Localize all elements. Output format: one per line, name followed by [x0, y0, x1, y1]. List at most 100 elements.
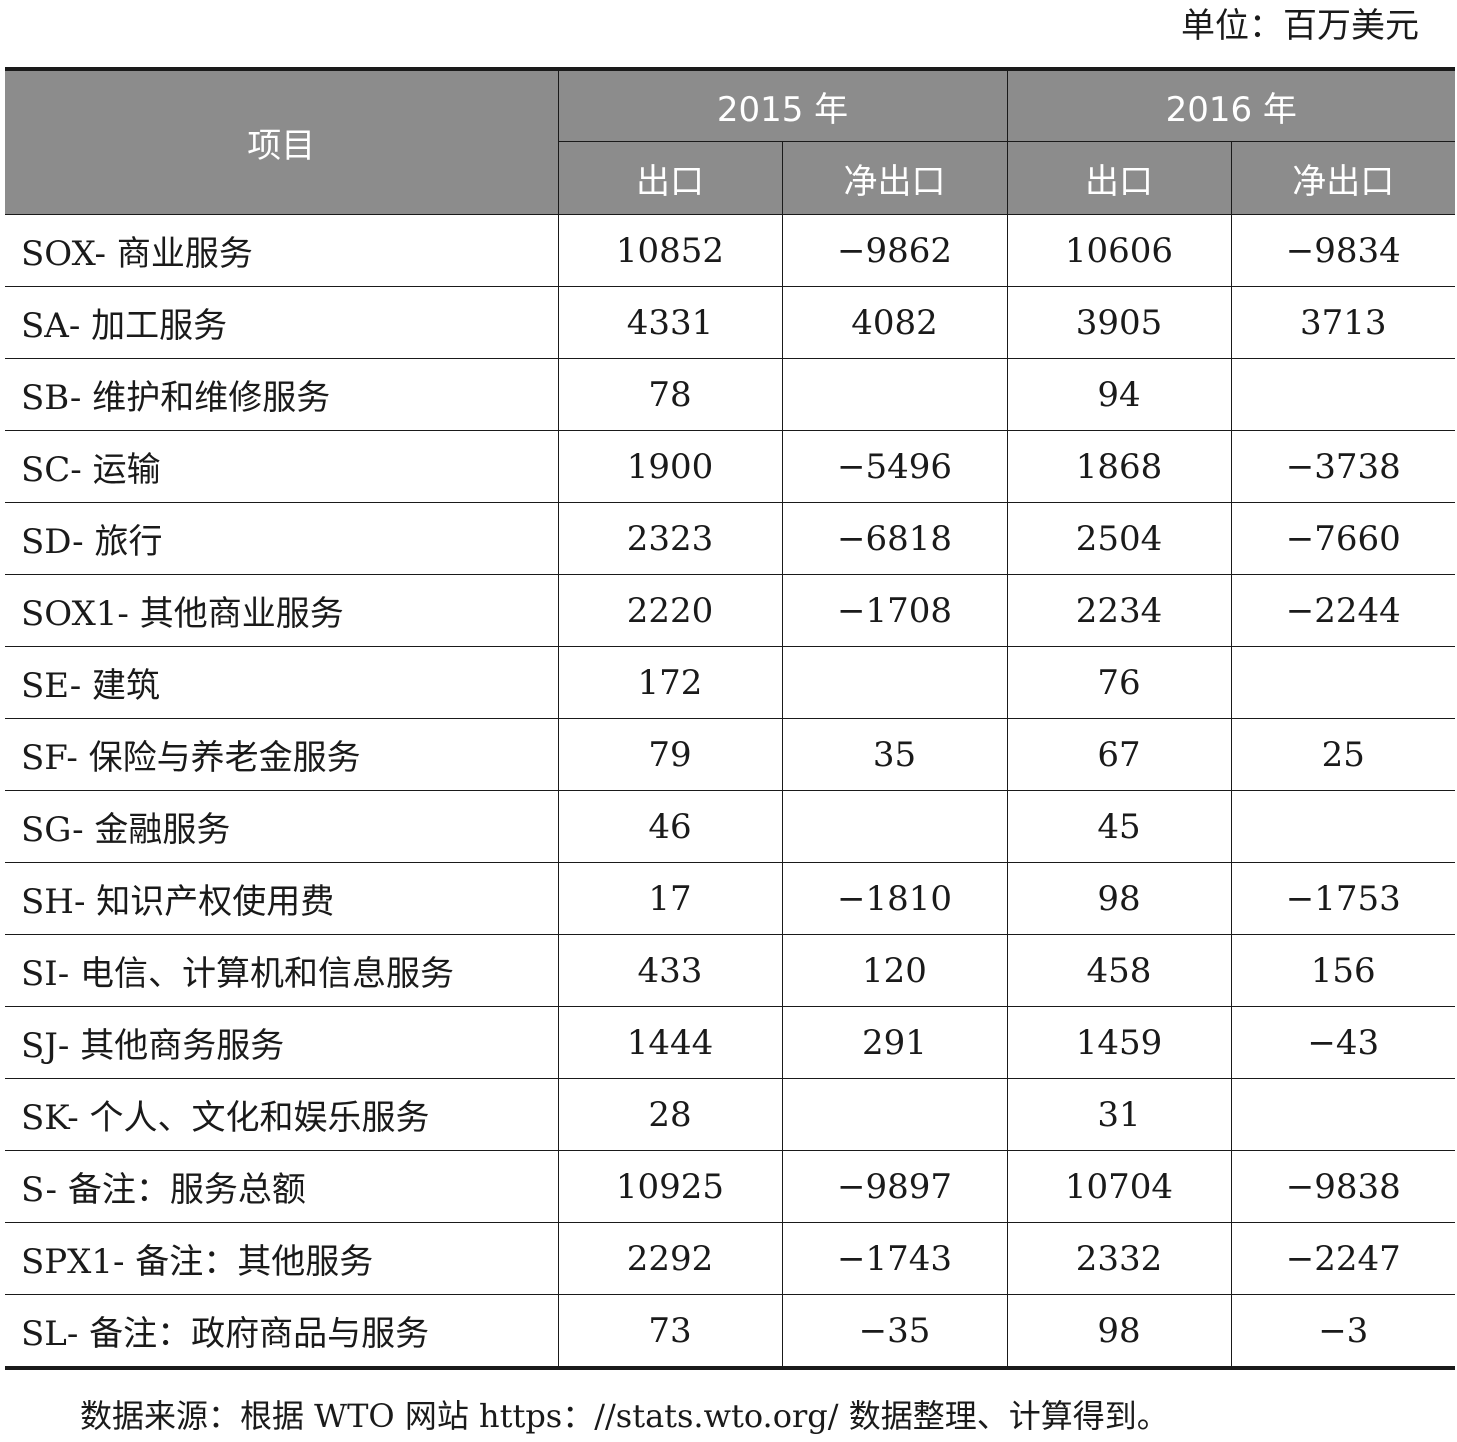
net-export-2015: −5496 [781, 430, 1008, 503]
export-2015: 2292 [557, 1222, 783, 1295]
header-item: 项目 [5, 68, 559, 215]
net-export-2016: −43 [1230, 1006, 1455, 1079]
table-row: SI- 电信、计算机和信息服务 433 120 458 156 [5, 934, 1455, 1007]
unit-label: 单位：百万美元 [1181, 6, 1419, 46]
net-export-2016: −2244 [1230, 574, 1455, 647]
row-item: SC- 运输 [5, 430, 559, 503]
table-row: SPX1- 备注：其他服务 2292 −1743 2332 −2247 [5, 1222, 1455, 1295]
export-2016: 1868 [1006, 430, 1232, 503]
row-item: SE- 建筑 [5, 646, 559, 719]
export-2015: 433 [557, 934, 783, 1007]
export-2015: 2323 [557, 502, 783, 575]
row-item: SK- 个人、文化和娱乐服务 [5, 1078, 559, 1151]
table-row: SE- 建筑 172 76 [5, 646, 1455, 719]
export-2016: 94 [1006, 358, 1232, 431]
export-2015: 172 [557, 646, 783, 719]
net-export-2015: −1708 [781, 574, 1008, 647]
row-item: SJ- 其他商务服务 [5, 1006, 559, 1079]
row-item: SI- 电信、计算机和信息服务 [5, 934, 559, 1007]
row-item: S- 备注：服务总额 [5, 1150, 559, 1223]
export-2015: 10852 [557, 214, 783, 287]
table-row: SH- 知识产权使用费 17 −1810 98 −1753 [5, 862, 1455, 935]
services-trade-table: 项目 2015 年 2016 年 出口 净出口 出口 净出口 SOX- 商业服务… [5, 67, 1455, 1370]
row-item: SF- 保险与养老金服务 [5, 718, 559, 791]
export-2015: 1900 [557, 430, 783, 503]
net-export-2015: −9897 [781, 1150, 1008, 1223]
export-2015: 28 [557, 1078, 783, 1151]
export-2015: 79 [557, 718, 783, 791]
export-2015: 2220 [557, 574, 783, 647]
net-export-2015: −1810 [781, 862, 1008, 935]
export-2016: 458 [1006, 934, 1232, 1007]
table-row: SG- 金融服务 46 45 [5, 790, 1455, 863]
export-2016: 2332 [1006, 1222, 1232, 1295]
export-2015: 73 [557, 1294, 783, 1369]
table-row: SA- 加工服务 4331 4082 3905 3713 [5, 286, 1455, 359]
net-export-2016: −1753 [1230, 862, 1455, 935]
export-2016: 98 [1006, 862, 1232, 935]
table-row: SK- 个人、文化和娱乐服务 28 31 [5, 1078, 1455, 1151]
export-2016: 76 [1006, 646, 1232, 719]
header-2015-net-export: 净出口 [781, 141, 1008, 215]
table-header: 项目 2015 年 2016 年 出口 净出口 出口 净出口 [5, 68, 1455, 215]
row-item: SOX- 商业服务 [5, 214, 559, 287]
net-export-2016: −3738 [1230, 430, 1455, 503]
table-row: SD- 旅行 2323 −6818 2504 −7660 [5, 502, 1455, 575]
net-export-2016: 3713 [1230, 286, 1455, 359]
net-export-2015 [781, 358, 1008, 431]
row-item: SH- 知识产权使用费 [5, 862, 559, 935]
net-export-2015: 291 [781, 1006, 1008, 1079]
table-row: SB- 维护和维修服务 78 94 [5, 358, 1455, 431]
table-body: SOX- 商业服务 10852 −9862 10606 −9834 SA- 加工… [5, 214, 1455, 1369]
net-export-2015: 120 [781, 934, 1008, 1007]
export-2016: 1459 [1006, 1006, 1232, 1079]
export-2016: 10606 [1006, 214, 1232, 287]
table-row: SC- 运输 1900 −5496 1868 −3738 [5, 430, 1455, 503]
row-item: SOX1- 其他商业服务 [5, 574, 559, 647]
net-export-2015 [781, 646, 1008, 719]
header-year-2016: 2016 年 [1006, 68, 1455, 142]
table-row: SL- 备注：政府商品与服务 73 −35 98 −3 [5, 1294, 1455, 1369]
row-item: SG- 金融服务 [5, 790, 559, 863]
export-2016: 3905 [1006, 286, 1232, 359]
net-export-2015 [781, 1078, 1008, 1151]
export-2016: 98 [1006, 1294, 1232, 1369]
source-note: 数据来源：根据 WTO 网站 https：//stats.wto.org/ 数据… [80, 1397, 1169, 1435]
net-export-2015: −6818 [781, 502, 1008, 575]
export-2016: 10704 [1006, 1150, 1232, 1223]
export-2015: 4331 [557, 286, 783, 359]
net-export-2016 [1230, 358, 1455, 431]
table-row: SOX1- 其他商业服务 2220 −1708 2234 −2244 [5, 574, 1455, 647]
export-2016: 45 [1006, 790, 1232, 863]
net-export-2016: −9834 [1230, 214, 1455, 287]
row-item: SB- 维护和维修服务 [5, 358, 559, 431]
export-2015: 1444 [557, 1006, 783, 1079]
net-export-2016 [1230, 790, 1455, 863]
export-2015: 10925 [557, 1150, 783, 1223]
table-row: SJ- 其他商务服务 1444 291 1459 −43 [5, 1006, 1455, 1079]
row-item: SA- 加工服务 [5, 286, 559, 359]
net-export-2016: −2247 [1230, 1222, 1455, 1295]
export-2015: 17 [557, 862, 783, 935]
net-export-2015: 35 [781, 718, 1008, 791]
header-2016-net-export: 净出口 [1230, 141, 1455, 215]
export-2016: 31 [1006, 1078, 1232, 1151]
export-2016: 67 [1006, 718, 1232, 791]
header-year-2015: 2015 年 [557, 68, 1008, 142]
table-row: SOX- 商业服务 10852 −9862 10606 −9834 [5, 214, 1455, 287]
net-export-2015: 4082 [781, 286, 1008, 359]
table-row: SF- 保险与养老金服务 79 35 67 25 [5, 718, 1455, 791]
net-export-2016 [1230, 646, 1455, 719]
table-row: S- 备注：服务总额 10925 −9897 10704 −9838 [5, 1150, 1455, 1223]
net-export-2015 [781, 790, 1008, 863]
export-2015: 78 [557, 358, 783, 431]
row-item: SPX1- 备注：其他服务 [5, 1222, 559, 1295]
net-export-2016: −7660 [1230, 502, 1455, 575]
net-export-2015: −9862 [781, 214, 1008, 287]
header-2016-export: 出口 [1006, 141, 1232, 215]
net-export-2016: −9838 [1230, 1150, 1455, 1223]
net-export-2015: −35 [781, 1294, 1008, 1369]
export-2016: 2234 [1006, 574, 1232, 647]
row-item: SL- 备注：政府商品与服务 [5, 1294, 559, 1369]
net-export-2016 [1230, 1078, 1455, 1151]
